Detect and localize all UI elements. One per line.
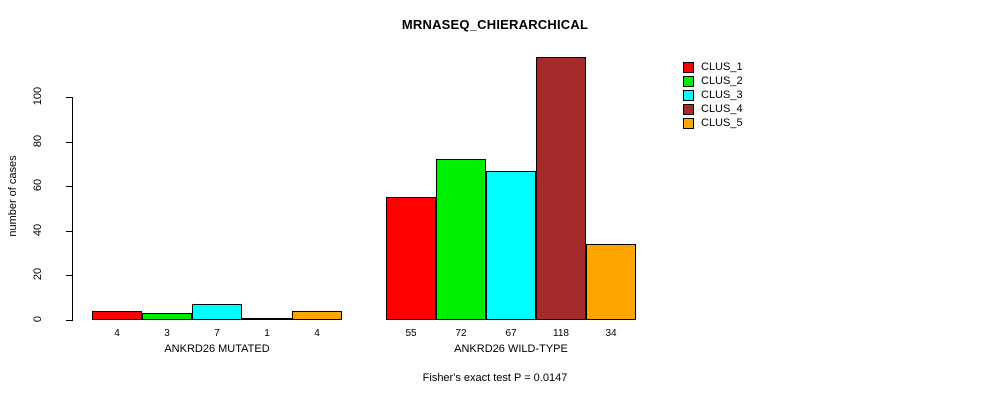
bar-value-label: 7 — [214, 328, 220, 339]
bar — [586, 244, 636, 320]
bar-value-label: 72 — [455, 328, 467, 339]
x-axis-group-label: ANKRD26 WILD-TYPE — [454, 343, 568, 355]
bar-value-label: 55 — [405, 328, 417, 339]
legend-item-label: CLUS_3 — [701, 88, 743, 101]
legend-item-label: CLUS_5 — [701, 116, 743, 129]
legend-color-swatch — [683, 61, 694, 73]
bar-value-label: 3 — [164, 328, 170, 339]
bar-value-label: 34 — [605, 328, 617, 339]
page-title: MRNASEQ_CHIERARCHICAL — [401, 17, 589, 32]
bar-value-label: 4 — [314, 328, 320, 339]
legend-item: CLUS_1 — [683, 60, 803, 74]
bar — [292, 311, 342, 320]
y-axis-label: number of cases — [7, 155, 19, 237]
bar — [536, 56, 586, 320]
y-axis-tick-label: 100 — [32, 86, 44, 106]
bar — [192, 304, 242, 320]
legend-color-swatch — [683, 89, 694, 101]
legend-color-swatch — [683, 117, 694, 129]
y-axis-line — [72, 97, 73, 321]
legend-item: CLUS_3 — [683, 88, 803, 102]
bar — [436, 159, 486, 320]
legend-item-label: CLUS_2 — [701, 74, 743, 87]
bar — [486, 170, 536, 320]
y-axis-tick-mark — [66, 275, 73, 277]
legend: CLUS_1 CLUS_2 CLUS_3 CLUS_4 CLUS_5 — [683, 60, 803, 130]
y-axis-tick-label: 20 — [32, 268, 44, 281]
legend-item: CLUS_5 — [683, 116, 803, 130]
bar — [92, 311, 142, 320]
bar-value-label: 1 — [264, 328, 270, 339]
legend-item-label: CLUS_4 — [701, 102, 743, 115]
bar-value-label: 118 — [553, 328, 569, 339]
y-axis-tick-mark — [66, 320, 73, 321]
legend-item: CLUS_2 — [683, 74, 803, 88]
y-axis-tick-mark — [66, 97, 73, 98]
statistical-annotation: Fisher's exact test P = 0.0147 — [422, 372, 568, 384]
y-axis-tick-label: 0 — [32, 315, 44, 323]
bar-value-label: 67 — [505, 328, 517, 339]
x-axis-group-label: ANKRD26 MUTATED — [164, 343, 270, 355]
y-axis-tick-mark — [66, 186, 73, 188]
y-axis-tick-mark — [66, 230, 73, 232]
y-axis-tick-label: 60 — [32, 179, 44, 192]
bar — [242, 317, 292, 320]
bar — [386, 197, 436, 320]
legend-color-swatch — [683, 75, 694, 87]
y-axis-tick-mark — [66, 141, 73, 143]
bar-value-label: 4 — [114, 328, 120, 339]
legend-item: CLUS_4 — [683, 102, 803, 116]
y-axis-tick-label: 40 — [32, 223, 44, 236]
bar — [142, 313, 192, 320]
y-axis-tick-label: 80 — [32, 134, 44, 147]
legend-item-label: CLUS_1 — [701, 60, 743, 73]
legend-color-swatch — [683, 103, 694, 115]
